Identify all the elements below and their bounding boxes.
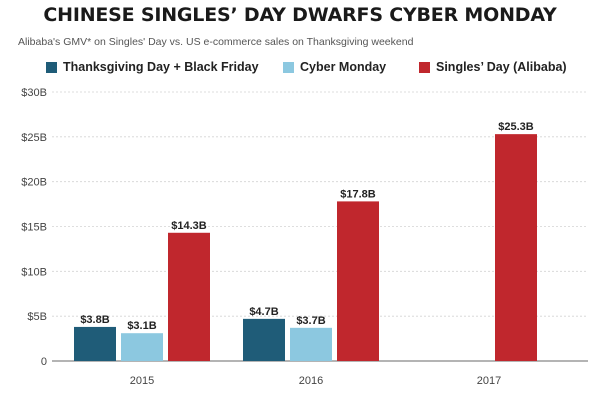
bar [243,318,285,361]
legend-swatch-singles-day [419,61,430,73]
bar [290,327,332,361]
y-tick-label: 0 [41,356,47,368]
x-tick-label: 2017 [477,375,501,387]
y-tick-label: $25B [21,132,47,144]
bar-value-label: $14.3B [171,220,207,232]
chart-title: CHINESE SINGLES’ DAY DWARFS CYBER MONDAY [43,4,557,26]
bar-value-label: $4.7B [249,306,278,318]
bar-value-label: $3.8B [80,314,109,326]
legend-swatch-cyber-monday [283,61,294,73]
bar [121,333,163,361]
legend-swatch-thanksgiving [46,61,57,73]
y-tick-label: $10B [21,266,47,278]
legend-item-thanksgiving: Thanksgiving Day + Black Friday [46,60,259,74]
bar [337,201,379,361]
chart-subtitle: Alibaba's GMV* on Singles' Day vs. US e-… [18,36,414,48]
legend-item-singles-day: Singles’ Day (Alibaba) [419,60,567,74]
y-tick-label: $30B [21,87,47,99]
y-tick-label: $15B [21,222,47,234]
legend-label-cyber-monday: Cyber Monday [300,60,387,74]
legend-label-thanksgiving: Thanksgiving Day + Black Friday [63,60,259,74]
bar-value-label: $17.8B [340,188,376,200]
bar-value-label: $25.3B [498,121,534,133]
x-tick-label: 2016 [299,375,323,387]
bar [74,326,116,361]
legend-item-cyber-monday: Cyber Monday [283,60,386,74]
bar-value-label: $3.7B [296,315,325,327]
legend-label-singles-day: Singles’ Day (Alibaba) [436,60,567,74]
x-tick-label: 2015 [130,375,154,387]
legend: Thanksgiving Day + Black Friday Cyber Mo… [0,60,600,76]
y-tick-label: $20B [21,177,47,189]
bar [495,134,537,361]
y-tick-label: $5B [27,311,47,323]
bar-value-label: $3.1B [127,320,156,332]
bar [168,232,210,361]
